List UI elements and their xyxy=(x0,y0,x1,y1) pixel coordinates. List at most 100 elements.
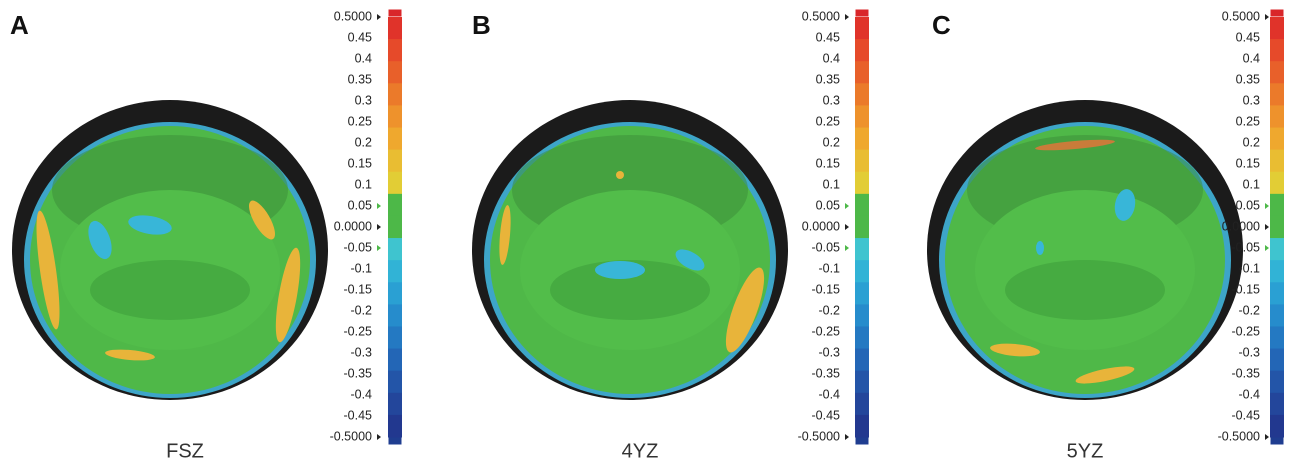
panel: C 5YZ 0.5000 0.45 0.4 0.35 0.3 0.25 0.2 0.15 0.1 0.… xyxy=(927,8,1285,462)
scale-label: 0.4 xyxy=(823,51,840,65)
scale-segment xyxy=(855,149,869,173)
panel-letter: B xyxy=(472,10,491,40)
crown-shadow xyxy=(1005,260,1165,320)
scale-segment xyxy=(388,414,402,438)
scale-label: -0.05 xyxy=(812,240,841,254)
deviation-area xyxy=(249,200,275,240)
scale-segment xyxy=(388,304,402,327)
scale-label: -0.3 xyxy=(1238,345,1260,359)
panel-caption: 5YZ xyxy=(1067,440,1104,462)
scale-label: 0.25 xyxy=(348,114,372,128)
scale-segment xyxy=(855,171,869,195)
deviation-area xyxy=(675,249,705,271)
scale-segment xyxy=(388,127,402,151)
scale-segment xyxy=(388,348,402,372)
scale-label: 0.05 xyxy=(348,198,372,212)
scale-label: -0.25 xyxy=(344,324,373,338)
scale-segment xyxy=(1270,238,1284,261)
deviation-area xyxy=(499,205,511,265)
scale-label: 0.0000 xyxy=(334,219,372,233)
scale-label: 0.45 xyxy=(816,30,840,44)
deviation-area xyxy=(616,171,624,179)
panel-letter: A xyxy=(10,10,29,40)
panel: B 4YZ 0.5000 0.45 0.4 0.35 0.3 0.25 0.2 0.15 0.1 0.… xyxy=(472,8,870,462)
scale-label: -0.05 xyxy=(1232,240,1261,254)
scale-pointer xyxy=(1265,224,1269,230)
scale-label: 0.3 xyxy=(1243,93,1260,107)
scale-segment xyxy=(388,215,402,239)
scale-label: 0.4 xyxy=(355,51,372,65)
scale-segment xyxy=(388,149,402,173)
scale-label: 0.3 xyxy=(823,93,840,107)
scale-segment xyxy=(1270,105,1284,129)
deviation-area xyxy=(1114,189,1136,221)
scale-label: -0.4 xyxy=(1238,387,1260,401)
scale-label: -0.4 xyxy=(350,387,372,401)
scale-label: -0.45 xyxy=(1232,408,1261,422)
scale-label: 0.35 xyxy=(1236,72,1260,86)
scale-segment xyxy=(388,326,402,350)
deviation-area xyxy=(36,210,60,330)
scale-label: 0.4 xyxy=(1243,51,1260,65)
deviation-area xyxy=(88,220,112,260)
scale-segment xyxy=(1270,326,1284,350)
scale-segment xyxy=(855,348,869,372)
deviation-area xyxy=(105,349,155,361)
scale-label: -0.25 xyxy=(812,324,841,338)
scale-segment xyxy=(1270,193,1284,217)
scale-segment xyxy=(388,282,402,305)
deviation-area xyxy=(275,247,301,343)
scale-label: -0.5000 xyxy=(1218,429,1260,443)
scale-cap xyxy=(1269,8,1285,18)
scale-segment xyxy=(855,127,869,151)
scale-label: -0.5000 xyxy=(330,429,372,443)
scale-label: 0.35 xyxy=(348,72,372,86)
scale-label: -0.3 xyxy=(818,345,840,359)
scale-label: 0.5000 xyxy=(334,9,372,23)
panel-caption: FSZ xyxy=(166,440,204,462)
scale-cap xyxy=(854,436,870,446)
scale-segment xyxy=(1270,348,1284,372)
scale-segment xyxy=(388,260,402,283)
scale-segment xyxy=(388,105,402,129)
scale-segment xyxy=(855,39,869,62)
scale-label: 0.45 xyxy=(348,30,372,44)
scale-label: 0.2 xyxy=(823,135,840,149)
scale-segment xyxy=(855,414,869,438)
scale-segment xyxy=(1270,392,1284,416)
scale-segment xyxy=(855,193,869,217)
scale-pointer xyxy=(377,14,381,20)
scale-label: 0.3 xyxy=(355,93,372,107)
scale-label: 0.25 xyxy=(1236,114,1260,128)
deviation-area xyxy=(1075,366,1135,384)
scale-segment xyxy=(1270,414,1284,438)
scale-pointer xyxy=(845,245,849,251)
scale-label: -0.1 xyxy=(818,261,840,275)
scale-segment xyxy=(388,370,402,394)
scale-label: 0.0000 xyxy=(1222,219,1260,233)
scale-label: -0.2 xyxy=(1238,303,1260,317)
scale-label: -0.2 xyxy=(818,303,840,317)
panel-caption: 4YZ xyxy=(622,440,659,462)
deviation-area xyxy=(1036,241,1044,255)
scale-label: 0.15 xyxy=(1236,156,1260,170)
scale-pointer xyxy=(1265,14,1269,20)
deviation-area xyxy=(128,215,172,235)
scale-segment xyxy=(855,260,869,283)
deviation-area xyxy=(725,267,765,353)
scale-cap xyxy=(1269,436,1285,446)
scale-segment xyxy=(1270,282,1284,305)
scale-pointer xyxy=(845,203,849,209)
crown-shadow xyxy=(90,260,250,320)
scale-label: 0.05 xyxy=(816,198,840,212)
scale-pointer xyxy=(377,245,381,251)
panel: A FSZ 0.5000 0.45 0.4 0.35 0.3 0.25 0.2 0.15 0.1 0.… xyxy=(10,8,403,462)
deviation-area xyxy=(990,343,1040,357)
scale-label: -0.15 xyxy=(812,282,841,296)
scale-label: 0.45 xyxy=(1236,30,1260,44)
scale-label: 0.2 xyxy=(1243,135,1260,149)
scale-segment xyxy=(855,304,869,327)
scale-label: 0.15 xyxy=(348,156,372,170)
scale-segment xyxy=(388,238,402,261)
